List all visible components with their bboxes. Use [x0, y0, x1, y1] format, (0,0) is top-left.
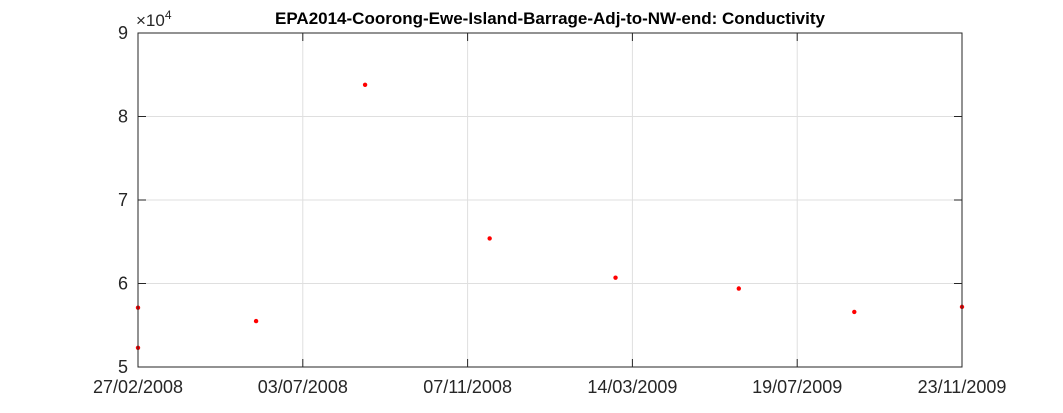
data-point	[487, 236, 492, 241]
x-tick-label: 07/11/2008	[423, 377, 512, 397]
data-point	[736, 286, 742, 291]
data-point	[253, 318, 259, 324]
chart-title: EPA2014-Coorong-Ewe-Island-Barrage-Adj-t…	[275, 9, 826, 28]
y-tick-label: 8	[118, 107, 128, 127]
x-tick-label: 03/07/2008	[258, 377, 348, 397]
y-tick-labels: 5 6 7 8 9	[118, 23, 128, 377]
x-tick-label: 19/07/2009	[752, 377, 842, 397]
grid	[138, 33, 962, 367]
y-exponent-power: 4	[165, 8, 172, 22]
data-point	[613, 275, 618, 280]
y-exponent-label: ×104	[136, 8, 172, 30]
y-tick-label: 6	[118, 274, 128, 294]
ticks	[137, 32, 963, 368]
y-exponent-base: ×10	[136, 11, 165, 30]
data-point	[852, 309, 857, 315]
data-point	[362, 82, 368, 87]
y-tick-label: 9	[118, 23, 128, 43]
y-tick-label: 5	[118, 357, 128, 377]
x-tick-label: 23/11/2009	[918, 377, 1007, 397]
x-tick-labels: 27/02/2008 03/07/2008 07/11/2008 14/03/2009…	[93, 377, 1006, 397]
x-tick-label: 14/03/2009	[587, 377, 677, 397]
x-tick-label: 27/02/2008	[93, 377, 183, 397]
y-tick-label: 7	[118, 190, 128, 210]
